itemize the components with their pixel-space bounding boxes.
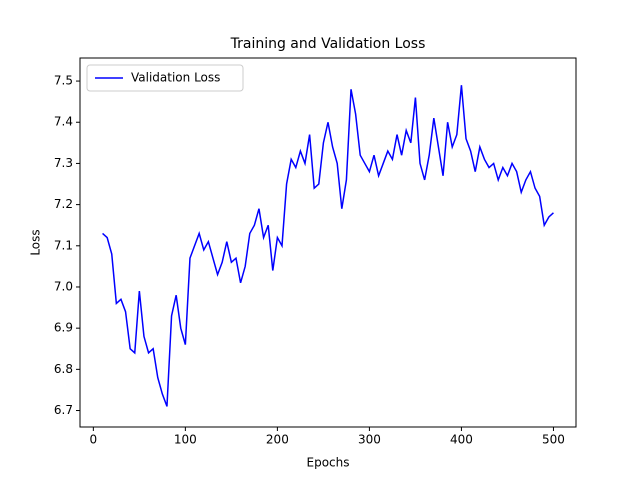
x-tick-label: 400 [450, 433, 473, 447]
y-axis-label: Loss [29, 229, 43, 255]
chart-title: Training and Validation Loss [230, 36, 426, 52]
x-tick-label: 200 [266, 433, 289, 447]
y-tick-label: 7.3 [54, 156, 73, 170]
y-tick-label: 7.2 [54, 197, 73, 211]
y-tick-label: 7.1 [54, 238, 73, 252]
plot-frame [79, 57, 577, 428]
y-tick-label: 6.8 [54, 362, 73, 376]
y-tick-label: 7.4 [54, 115, 73, 129]
legend-box [86, 64, 244, 92]
data-line [102, 85, 554, 407]
x-tick-label: 300 [358, 433, 381, 447]
x-tick-label: 500 [542, 433, 565, 447]
y-tick-label: 7.0 [54, 279, 73, 293]
y-tick-label: 6.7 [54, 403, 73, 417]
x-tick-label: 0 [90, 433, 98, 447]
y-tick-label: 7.5 [54, 74, 73, 88]
x-tick-label: 100 [174, 433, 197, 447]
legend-label: Validation Loss [131, 71, 220, 85]
y-tick-label: 6.9 [54, 321, 73, 335]
x-axis-label: Epochs [307, 456, 350, 470]
